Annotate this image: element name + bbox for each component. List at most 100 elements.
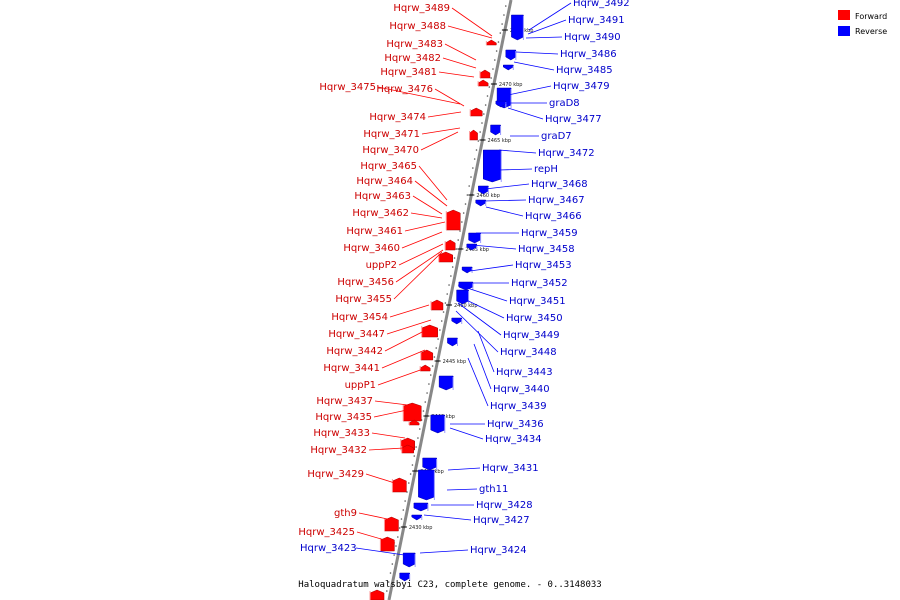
reverse-gene-label: Hqrw_3486 <box>560 49 617 60</box>
reverse-gene-connector <box>507 107 544 120</box>
backbone-dot <box>481 122 483 124</box>
backbone-dot <box>400 518 403 520</box>
legend-reverse-swatch <box>838 26 850 36</box>
forward-gene-label: uppP1 <box>345 380 376 391</box>
reverse-gene-connector <box>419 549 469 554</box>
reverse-gene-label: graD8 <box>549 98 580 109</box>
forward-gene-connector <box>418 165 448 201</box>
reverse-gene-label: Hqrw_3434 <box>485 434 542 445</box>
reverse-gene-glyph <box>503 64 514 71</box>
reverse-gene-label: Hqrw_3491 <box>568 15 625 26</box>
reverse-gene-label: Hqrw_3451 <box>509 296 566 307</box>
reverse-gene-connector <box>515 51 559 55</box>
forward-gene-label: Hqrw_3462 <box>352 208 409 219</box>
backbone-dot <box>451 266 454 268</box>
backbone-dot <box>479 131 481 133</box>
forward-gene-label: Hqrw_3433 <box>313 428 370 439</box>
backbone-dot <box>397 536 399 538</box>
backbone-dot <box>444 302 447 304</box>
backbone-dot <box>503 14 505 16</box>
backbone-dot <box>387 581 390 583</box>
genome-backbone <box>387 0 513 600</box>
backbone-dot <box>461 221 463 223</box>
forward-gene-label: Hqrw_3429 <box>307 469 364 480</box>
backbone-dot <box>409 473 412 475</box>
backbone-dot <box>468 185 470 187</box>
forward-gene-connector <box>398 243 444 266</box>
forward-gene-connector <box>389 304 430 318</box>
forward-gene-label: Hqrw_3465 <box>360 161 417 172</box>
reverse-gene-connector <box>455 310 499 353</box>
backbone-dot <box>490 77 492 79</box>
legend-reverse-label: Reverse <box>855 27 887 36</box>
forward-gene-label: Hqrw_3474 <box>369 112 426 123</box>
forward-gene-connector <box>384 327 431 352</box>
backbone-dot <box>459 230 461 232</box>
gene-features <box>369 14 524 600</box>
forward-gene-glyph <box>486 39 497 46</box>
reverse-gene-glyph <box>478 185 489 195</box>
reverse-gene-label: Hqrw_3424 <box>470 545 527 556</box>
forward-gene-label: Hqrw_3475 <box>319 82 376 93</box>
forward-gene-label: Hqrw_3476 <box>376 84 433 95</box>
reverse-gene-label: Hqrw_3448 <box>500 347 557 358</box>
reverse-gene-label: Hqrw_3431 <box>482 463 539 474</box>
reverse-gene-connector <box>457 284 508 302</box>
label-connectors <box>355 2 572 557</box>
backbone-dot <box>429 374 432 376</box>
forward-gene-glyph <box>392 477 407 493</box>
reverse-gene-glyph <box>413 502 429 512</box>
forward-gene-connector <box>421 127 461 135</box>
backbone-dot <box>393 554 395 556</box>
forward-gene-glyph <box>444 239 456 251</box>
reverse-gene-connector <box>473 343 492 390</box>
reverse-gene-connector <box>471 244 517 250</box>
reverse-gene-glyph <box>430 414 446 434</box>
backbone-dot <box>442 311 445 313</box>
reverse-gene-label: Hqrw_3492 <box>573 0 630 9</box>
reverse-gene-glyph <box>411 514 423 521</box>
forward-gene-connector <box>427 111 462 118</box>
backbone-dot <box>402 509 405 511</box>
backbone-dot <box>475 149 478 151</box>
forward-gene-label: Hqrw_3464 <box>356 176 413 187</box>
reverse-gene-glyph <box>399 572 410 582</box>
backbone-dot <box>433 356 436 358</box>
reverse-gene-connector <box>527 19 567 35</box>
forward-gene-glyph <box>469 129 478 141</box>
forward-gene-connector <box>381 349 426 369</box>
backbone-dot <box>464 203 467 205</box>
backbone-dot <box>495 50 498 52</box>
forward-gene-label: Hqrw_3435 <box>315 412 372 423</box>
backbone-dot <box>450 275 452 277</box>
forward-gene-label: Hqrw_3483 <box>386 39 443 50</box>
backbone-dot <box>472 167 474 169</box>
forward-gene-connector <box>374 400 409 406</box>
forward-gene-label: uppP2 <box>366 260 397 271</box>
reverse-gene-connector <box>484 183 530 190</box>
reverse-gene-label: Hqrw_3443 <box>496 367 553 378</box>
forward-gene-connector <box>447 25 493 39</box>
backbone-dot <box>418 428 421 430</box>
forward-gene-label: Hqrw_3460 <box>343 243 400 254</box>
backbone-dot <box>494 59 496 61</box>
scale-tick-label: 2445 kbp <box>443 359 467 365</box>
backbone-dot <box>455 248 458 250</box>
reverse-gene-connector <box>469 264 514 272</box>
backbone-dot <box>422 410 425 412</box>
reverse-gene-label: Hqrw_3427 <box>473 515 530 526</box>
backbone-dot <box>395 545 397 547</box>
forward-gene-connector <box>444 43 477 61</box>
forward-gene-glyph <box>430 299 444 311</box>
reverse-gene-connector <box>457 302 502 336</box>
forward-gene-glyph <box>420 349 434 361</box>
backbone-dot <box>417 437 419 439</box>
forward-gene-connector <box>420 131 459 151</box>
reverse-gene-label: Hqrw_3479 <box>553 81 610 92</box>
reverse-gene-connector <box>525 36 563 39</box>
backbone-dot <box>486 95 489 97</box>
forward-gene-connector <box>368 447 405 451</box>
backbone-dot <box>428 383 430 385</box>
backbone-dot <box>497 41 500 43</box>
